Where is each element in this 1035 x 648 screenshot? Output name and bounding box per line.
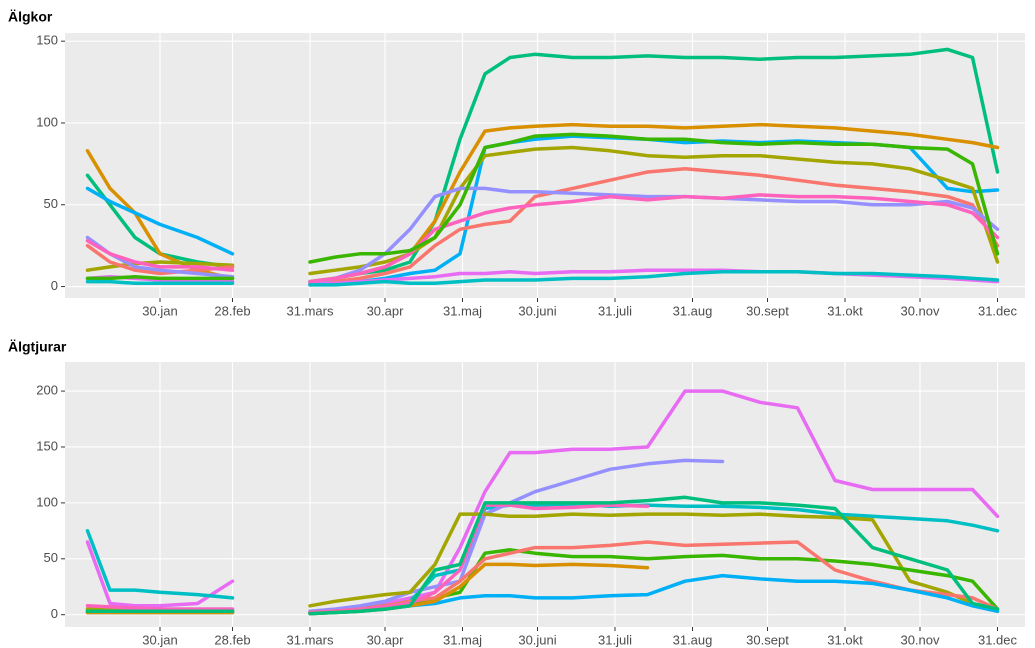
x-tick-label: 30.sept — [746, 303, 789, 318]
x-tick-label: 30.apr — [367, 632, 405, 647]
y-tick-label: 0 — [51, 606, 58, 621]
x-tick-label: 30.jan — [142, 632, 177, 647]
series-line — [85, 193, 1000, 284]
x-tick-label: 28.feb — [214, 303, 250, 318]
x-tick-label: 30.apr — [367, 303, 405, 318]
x-tick-label: 31.maj — [443, 303, 482, 318]
series-line — [85, 503, 650, 615]
series-line — [85, 167, 1000, 286]
y-tick-label: 100 — [36, 114, 58, 129]
panel-title: Älgkor — [8, 9, 53, 25]
x-tick-label: 31.okt — [827, 632, 863, 647]
x-tick-label: 30.sept — [746, 632, 789, 647]
plot-background — [65, 33, 1025, 298]
x-tick-label: 31.okt — [827, 303, 863, 318]
x-tick-label: 31.aug — [673, 632, 713, 647]
panel-title: Älgtjurar — [8, 339, 67, 355]
x-tick-label: 31.aug — [673, 303, 713, 318]
y-tick-label: 150 — [36, 438, 58, 453]
y-tick-label: 50 — [44, 550, 58, 565]
x-tick-label: 30.juni — [518, 632, 556, 647]
y-tick-label: 150 — [36, 33, 58, 48]
x-tick-label: 30.jan — [142, 303, 177, 318]
plot-background — [65, 362, 1025, 627]
x-tick-label: 31.dec — [978, 303, 1018, 318]
series-line — [85, 270, 1000, 287]
x-tick-label: 30.juni — [518, 303, 556, 318]
x-tick-label: 31.mars — [287, 303, 334, 318]
x-tick-label: 31.mars — [287, 632, 334, 647]
y-tick-label: 50 — [44, 196, 58, 211]
x-tick-label: 31.maj — [443, 632, 482, 647]
series-line — [85, 389, 1000, 615]
x-tick-label: 30.nov — [900, 632, 940, 647]
y-tick-label: 0 — [51, 278, 58, 293]
y-tick-label: 100 — [36, 494, 58, 509]
y-tick-label: 200 — [36, 383, 58, 398]
series-line — [85, 132, 1000, 281]
x-tick-label: 30.nov — [900, 303, 940, 318]
series-line — [85, 495, 1000, 616]
x-tick-label: 28.feb — [214, 632, 250, 647]
x-tick-label: 31.juli — [598, 632, 632, 647]
x-tick-label: 31.juli — [598, 303, 632, 318]
x-tick-label: 31.dec — [978, 632, 1018, 647]
